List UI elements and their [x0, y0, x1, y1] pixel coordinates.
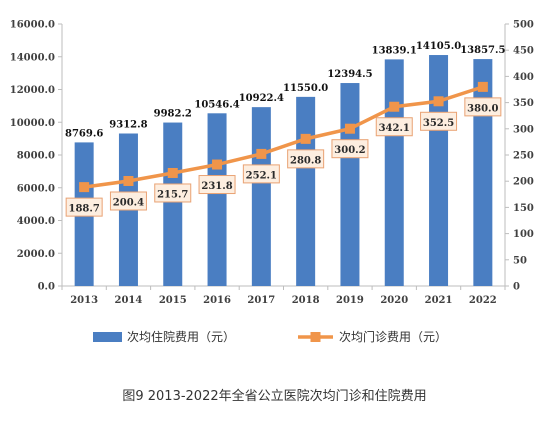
- line-value-box: [109, 191, 147, 211]
- line-marker: [477, 81, 488, 92]
- line-value-box: [154, 183, 192, 203]
- line-value-label: 352.5: [423, 118, 454, 129]
- line-value-box: [242, 164, 280, 184]
- x-tick-label: 2018: [292, 295, 320, 306]
- legend-bar-swatch: [93, 332, 122, 342]
- bar-value-label: 10922.4: [239, 93, 284, 104]
- bar-value-label: 13839.1: [372, 45, 417, 56]
- bar-value-label: 12394.5: [327, 69, 372, 80]
- x-tick-label: 2019: [336, 295, 364, 306]
- line-value-box: [420, 111, 458, 131]
- x-tick-label: 2017: [247, 295, 275, 306]
- line-value-box: [65, 197, 103, 217]
- line-marker: [389, 101, 400, 112]
- left-tick-label: 6000.0: [17, 183, 55, 194]
- line-value-label: 342.1: [379, 123, 410, 134]
- right-tick-label: 100: [513, 229, 534, 240]
- right-tick-label: 0: [513, 282, 520, 293]
- right-tick-label: 450: [513, 46, 534, 57]
- left-tick-label: 8000.0: [17, 151, 55, 162]
- line-marker: [256, 148, 267, 159]
- line-marker: [123, 175, 134, 186]
- right-tick-label: 350: [513, 98, 534, 109]
- line-value-box: [375, 117, 413, 137]
- x-tick-label: 2021: [425, 295, 453, 306]
- left-tick-label: 0.0: [38, 282, 55, 293]
- x-tick-label: 2016: [203, 295, 231, 306]
- line-value-label: 300.2: [334, 145, 365, 156]
- line-value-box: [331, 139, 369, 159]
- left-tick-label: 14000.0: [10, 52, 55, 63]
- bar: [207, 113, 227, 286]
- bar: [340, 83, 360, 286]
- right-tick-label: 200: [513, 177, 534, 188]
- chart: 0.0 2000.0 4000.0 6000.0 8000.0 10000.0 12000.…: [10, 20, 534, 345]
- bar-value-label: 13857.5: [460, 45, 505, 56]
- line-series: [83, 85, 484, 189]
- line-value-label: 280.8: [290, 155, 321, 166]
- left-tick-label: 10000.0: [10, 118, 55, 129]
- line-marker: [433, 96, 444, 107]
- x-tick-label: 2013: [70, 295, 98, 306]
- left-tick-label: 2000.0: [17, 249, 55, 260]
- right-tick-label: 300: [513, 124, 534, 135]
- bar: [251, 107, 271, 287]
- line-value-label: 252.1: [246, 170, 277, 181]
- legend-bar-label: 次均住院费用（元）: [127, 330, 235, 344]
- right-tick-label: 500: [513, 20, 534, 31]
- bar: [473, 59, 493, 287]
- line-marker: [79, 182, 90, 193]
- bar: [429, 55, 449, 286]
- line-value-label: 380.0: [467, 103, 498, 114]
- figure-caption: 图9 2013-2022年全省公立医院次均门诊和住院费用: [122, 389, 427, 404]
- x-tick-label: 2020: [380, 295, 408, 306]
- bar: [296, 96, 316, 287]
- right-tick-label: 250: [513, 151, 534, 162]
- legend-line-marker: [310, 332, 321, 342]
- bar-value-label: 10546.4: [194, 99, 239, 110]
- bar: [384, 59, 404, 287]
- bar-value-label: 11550.0: [283, 83, 328, 94]
- line-marker: [167, 167, 178, 178]
- legend-line-label: 次均门诊费用（元）: [339, 329, 447, 344]
- left-tick-label: 16000.0: [10, 20, 55, 31]
- right-tick-label: 400: [513, 72, 534, 83]
- line-value-box: [198, 175, 236, 195]
- left-tick-label: 4000.0: [17, 216, 55, 227]
- line-value-box: [464, 97, 502, 117]
- x-tick-label: 2022: [469, 295, 497, 306]
- bar-value-label: 9982.2: [154, 109, 192, 120]
- x-tick-label: 2014: [115, 295, 143, 306]
- line-marker: [212, 159, 223, 170]
- x-tick-label: 2015: [159, 295, 187, 306]
- line-value-label: 231.8: [201, 181, 232, 192]
- bar-value-label: 8769.6: [65, 128, 103, 139]
- bar-value-label: 9312.8: [109, 120, 147, 131]
- bar-value-label: 14105.0: [416, 41, 461, 52]
- line-marker: [344, 123, 355, 134]
- line-marker: [300, 133, 311, 144]
- bar: [163, 122, 183, 286]
- right-tick-label: 50: [513, 255, 527, 266]
- line-value-label: 188.7: [68, 204, 99, 215]
- line-value-box: [287, 149, 325, 169]
- line-value-label: 215.7: [157, 189, 188, 200]
- right-tick-label: 150: [513, 203, 534, 214]
- left-tick-label: 12000.0: [10, 85, 55, 96]
- line-value-label: 200.4: [113, 197, 144, 208]
